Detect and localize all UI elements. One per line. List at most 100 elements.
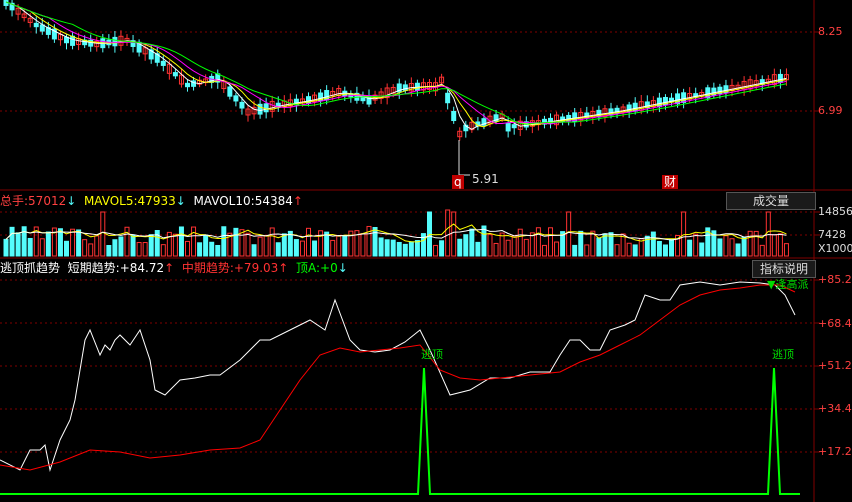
candle-body [330,90,336,97]
price-ma-yellow [5,1,787,128]
volume-bar [753,230,759,257]
volume-bar [608,232,614,257]
volume-bar [172,233,178,257]
candle-body [166,63,172,74]
volume-bar [203,234,209,257]
candle-body [94,40,100,48]
volume-bar [402,243,408,257]
volume-bar [626,242,632,257]
volume-bar [33,226,39,257]
mid-trend-label: 中期趋势: [181,261,234,275]
volume-bar [154,230,160,257]
candle-body [378,91,384,99]
volume-bar [602,233,608,257]
escape-top-label-2: 逃顶 [772,348,794,361]
volume-button[interactable]: 成交量 [726,192,816,210]
candle-body [705,87,711,99]
volume-bar [197,242,203,257]
price-axis-label-high: 8.25 [818,25,843,38]
volume-bar [499,232,505,257]
volume-bar [469,228,475,257]
candle-body [566,114,572,122]
short-trend-line [0,281,796,472]
volume-bar [681,211,687,257]
volume-bar [445,209,451,257]
mavol5-arrow: ↓ [175,194,186,208]
volume-bar [82,239,88,257]
candle-body [148,49,154,60]
volume-bar [64,240,69,257]
mid-trend-line [0,284,796,471]
volume-bar [475,241,481,257]
volume-bar [523,238,529,257]
volume-bar [27,237,33,257]
candle-body [191,80,197,87]
volume-bar [160,244,166,257]
candle-body [251,106,257,115]
volume-bar [414,240,420,257]
volume-bar [130,234,136,257]
candle-body [771,74,777,86]
volume-bar [293,239,299,257]
candle-body [451,110,457,122]
candle-body [572,112,578,123]
volume-bar [21,226,27,257]
volume-bar [251,244,257,257]
volume-bar [378,237,384,257]
volume-bar [354,230,360,257]
volume-bar [481,225,487,257]
indicator-axis-label-2: +51.21 [818,359,852,372]
volume-bar [348,230,354,257]
volume-bar [578,230,584,257]
candle-body [197,79,203,85]
short-trend-label: 短期趋势: [67,261,120,275]
volume-bar [711,230,717,257]
candle-body [27,17,33,23]
mavol5-label: MAVOL5: [83,194,138,208]
volume-bar [390,239,396,257]
candle-body [142,47,148,55]
indicator-help-button[interactable]: 指标说明 [752,260,816,278]
candle-body [548,117,553,124]
volume-bar [185,240,190,257]
volume-axis-label-mid: 7428 [818,228,846,241]
volume-bar [584,244,590,257]
candle-body [263,103,269,113]
volume-bar [596,237,602,257]
volume-bar [299,240,305,257]
candle-body [227,86,233,97]
volume-bar [566,211,572,257]
volume-bar [511,235,517,257]
candle-body [445,92,451,104]
volume-bar [9,226,15,257]
candle-body [493,114,499,122]
candle-body [396,83,402,93]
volume-bar [124,226,130,257]
volume-bar [306,227,311,257]
volume-bar [783,243,789,257]
indicator-axis-label-0: +85.22 [818,273,852,286]
volume-bar [269,227,275,257]
mavol10-arrow: ↑ [292,194,303,208]
candle-body [257,103,263,115]
total-value: 57012 [28,194,67,208]
candle-body [439,76,445,84]
volume-bar [336,235,342,257]
volume-bar [590,230,596,257]
candle-body [160,60,166,66]
candle-body [112,36,118,47]
volume-bar [166,231,172,257]
price-ma-white [5,1,787,130]
candle-body [505,122,511,132]
candle-body [650,100,656,108]
price-ma-green [5,1,787,125]
total-label: 总手: [0,194,29,208]
candle-body [602,108,608,118]
volume-bar [142,242,148,257]
volume-bar [233,227,239,257]
candle-body [681,92,687,103]
short-trend-value: +84.72 [119,261,165,275]
volume-bar [723,235,729,257]
volume-bar [620,233,626,257]
